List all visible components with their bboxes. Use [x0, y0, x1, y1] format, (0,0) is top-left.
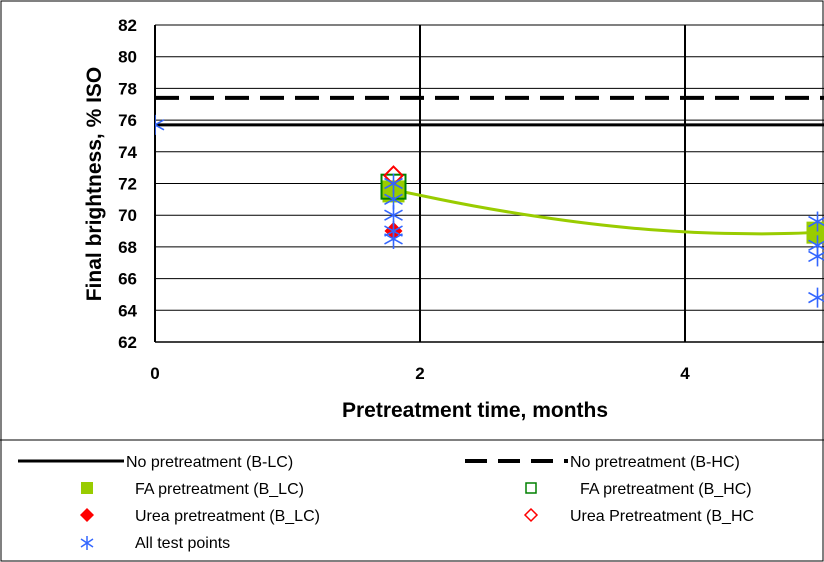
x-tick-label: 4 — [680, 364, 690, 383]
x-axis-title: Pretreatment time, months — [342, 399, 608, 422]
legend-label: No pretreatment (B-HC) — [570, 454, 740, 471]
legend-label: FA pretreatment (B_HC) — [580, 481, 752, 498]
reference-lines — [155, 95, 824, 127]
y-tick-label: 70 — [118, 206, 137, 225]
legend-label: Urea Pretreatment (B_HC — [570, 508, 754, 525]
legend-item-all-test-points: All test points — [80, 535, 230, 552]
legend: No pretreatment (B-LC) No pretreatment (… — [18, 454, 754, 552]
legend-label: All test points — [135, 535, 230, 552]
legend-item-urea-hc: Urea Pretreatment (B_HC — [523, 507, 754, 525]
legend-label: No pretreatment (B-LC) — [126, 454, 293, 471]
legend-label: Urea pretreatment (B_LC) — [135, 508, 320, 525]
legend-hollow-diamond-swatch — [523, 507, 539, 523]
y-axis-title: Final brightness, % ISO — [83, 67, 106, 302]
fa-lc-marker — [806, 221, 824, 244]
trendline — [393, 188, 824, 236]
y-tick-label: 68 — [118, 238, 137, 257]
legend-item-fa-lc: FA pretreatment (B_LC) — [81, 481, 304, 498]
x-tick-label: 2 — [415, 364, 424, 383]
legend-filled-square-swatch — [81, 482, 93, 494]
asterisk-stroke — [384, 193, 403, 206]
legend-item-fa-hc: FA pretreatment (B_HC) — [525, 481, 752, 498]
y-tick-label: 66 — [118, 270, 137, 289]
data-markers — [155, 114, 824, 308]
y-tick-labels: 62 64 66 68 70 72 74 76 78 80 82 — [118, 16, 137, 352]
y-tick-label: 82 — [118, 16, 137, 35]
legend-item-urea-lc: Urea pretreatment (B_LC) — [80, 508, 320, 525]
asterisk-stroke — [155, 119, 165, 126]
y-tick-label: 62 — [118, 333, 137, 352]
y-tick-label: 76 — [118, 111, 137, 130]
test-point-marker — [384, 228, 403, 249]
y-tick-label: 64 — [118, 301, 137, 320]
legend-filled-diamond-swatch — [80, 508, 94, 522]
legend-item-no-pretreatment-hc: No pretreatment (B-HC) — [465, 454, 740, 471]
legend-label: FA pretreatment (B_LC) — [135, 481, 304, 498]
asterisk-stroke — [384, 209, 403, 221]
asterisk-stroke — [155, 123, 165, 131]
trendline-layer — [393, 188, 824, 236]
legend-asterisk-swatch — [80, 536, 94, 550]
y-tick-label: 78 — [118, 79, 137, 98]
asterisk-stroke — [384, 233, 403, 245]
test-point-marker — [155, 114, 165, 135]
x-tick-labels: 024681012 — [150, 364, 690, 383]
asterisk-stroke — [384, 177, 403, 190]
grid — [154, 24, 824, 342]
y-tick-label: 72 — [118, 175, 137, 194]
x-tick-label: 0 — [150, 364, 159, 383]
plot-area — [155, 95, 824, 308]
legend-hollow-square-swatch — [525, 482, 537, 494]
y-tick-label: 80 — [118, 48, 137, 67]
y-tick-label: 74 — [118, 143, 137, 162]
legend-item-no-pretreatment-lc: No pretreatment (B-LC) — [18, 454, 293, 471]
